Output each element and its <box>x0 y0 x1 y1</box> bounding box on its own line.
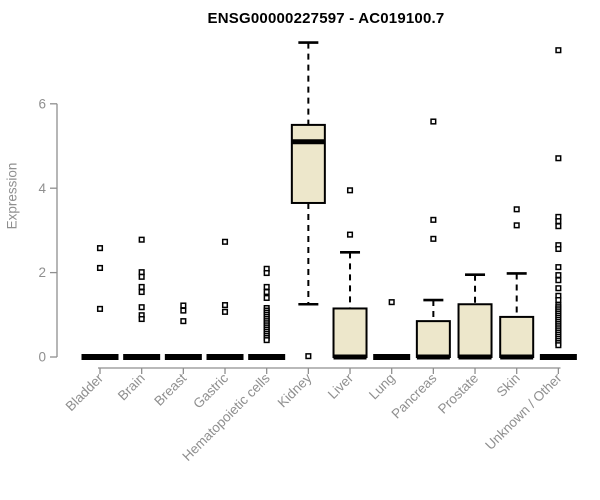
x-tick-label-breast: Breast <box>151 370 189 408</box>
box-prostate <box>457 303 493 358</box>
outlier-point-unknown-other <box>555 155 562 162</box>
outlier-point-brain <box>138 288 145 296</box>
y-tick-label-2: 2 <box>38 265 46 280</box>
outlier-point-unknown-other <box>555 47 562 54</box>
outlier-point-unknown-other <box>555 245 562 253</box>
outlier-point-brain <box>138 273 145 280</box>
outlier-point-bladder <box>96 264 104 272</box>
collapsed-box-breast <box>164 354 202 360</box>
outlier-point-hematopoietic-cells <box>263 337 270 344</box>
outlier-point-hematopoietic-cells <box>263 283 270 290</box>
box-liver <box>332 307 368 358</box>
outlier-point-brain <box>138 236 145 243</box>
outlier-point-hematopoietic-cells <box>263 269 270 277</box>
outlier-point-bladder <box>96 245 104 252</box>
outlier-point-gastric <box>221 302 229 309</box>
y-tick-label-0: 0 <box>38 350 46 365</box>
outlier-point-unknown-other <box>555 277 562 284</box>
x-tick-label-unknown-other: Unknown / Other <box>482 370 565 453</box>
outlier-point-breast <box>180 318 187 325</box>
collapsed-box-unknown-other <box>539 354 577 360</box>
x-tick-label-pancreas: Pancreas <box>389 370 440 421</box>
outlier-point-pancreas <box>430 118 437 125</box>
collapsed-box-brain <box>123 354 161 360</box>
outlier-point-unknown-other <box>555 296 562 304</box>
y-tick-label-4: 4 <box>38 181 46 196</box>
x-tick-label-gastric: Gastric <box>190 370 231 411</box>
collapsed-box-hematopoietic-cells <box>248 354 286 360</box>
collapsed-box-lung <box>373 354 411 360</box>
outlier-point-unknown-other <box>555 264 562 271</box>
outlier-point-breast <box>180 307 187 314</box>
outlier-point-brain <box>138 315 145 323</box>
x-tick-label-liver: Liver <box>325 370 357 402</box>
outlier-point-hematopoietic-cells <box>263 294 270 301</box>
outlier-point-unknown-other <box>555 342 562 349</box>
outlier-point-skin <box>513 222 520 229</box>
outlier-point-unknown-other <box>555 218 562 225</box>
y-tick-label-6: 6 <box>38 96 46 111</box>
outlier-point-liver <box>346 231 354 238</box>
outlier-point-pancreas <box>430 235 437 242</box>
outlier-point-lung <box>388 299 395 306</box>
collapsed-box-bladder <box>81 354 119 360</box>
chart-title: ENSG00000227597 - AC019100.7 <box>207 10 445 27</box>
outlier-point-kidney <box>305 353 312 360</box>
outlier-point-skin <box>513 206 520 213</box>
x-tick-label-lung: Lung <box>366 371 398 403</box>
outlier-point-pancreas <box>430 216 437 223</box>
x-tick-label-bladder: Bladder <box>63 370 107 414</box>
outlier-point-bladder <box>96 305 104 312</box>
outlier-point-brain <box>138 304 145 311</box>
outlier-point-gastric <box>221 238 229 245</box>
outlier-point-brain <box>138 283 145 290</box>
x-tick-label-skin: Skin <box>494 371 523 400</box>
outlier-point-breast <box>180 302 187 309</box>
outlier-point-unknown-other <box>555 272 562 279</box>
outlier-point-hematopoietic-cells <box>263 288 270 296</box>
box-pancreas <box>415 320 451 359</box>
x-tick-label-brain: Brain <box>115 371 148 404</box>
x-tick-label-prostate: Prostate <box>435 371 481 417</box>
outlier-point-unknown-other <box>555 285 562 292</box>
outlier-point-gastric <box>221 308 229 315</box>
y-axis-label: Expression <box>4 162 20 230</box>
outlier-point-liver <box>346 187 354 194</box>
collapsed-box-gastric <box>206 354 244 360</box>
outlier-point-unknown-other <box>555 223 562 230</box>
box-skin <box>499 315 535 359</box>
box-kidney <box>290 123 326 204</box>
x-tick-label-kidney: Kidney <box>275 370 315 410</box>
